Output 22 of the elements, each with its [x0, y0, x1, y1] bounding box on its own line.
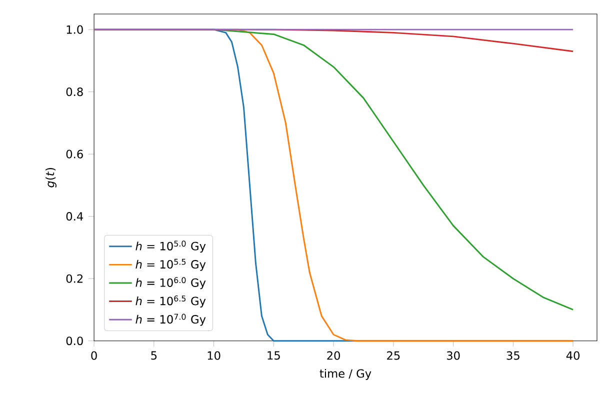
y-tick-label: 1.0 — [66, 25, 83, 34]
x-tick-label: 30 — [446, 351, 460, 360]
legend-label: h = 10$^{7.0}$ Gy — [136, 314, 206, 326]
x-tick-label: 35 — [506, 351, 520, 360]
y-tick-label: 0.0 — [66, 336, 83, 346]
x-tick-label: 25 — [387, 351, 400, 360]
legend-label: h = 10$^{5.5}$ Gy — [136, 258, 206, 271]
y-axis-title: g(t) — [45, 168, 56, 188]
legend-label: h = 10$^{6.5}$ Gy — [136, 295, 206, 308]
y-tick-label: 0.8 — [66, 87, 83, 96]
legend-label: h = 10$^{6.0}$ Gy — [136, 277, 206, 290]
x-tick-label: 15 — [268, 351, 280, 360]
x-tick-label: 5 — [151, 351, 157, 360]
legend-label: h = 10$^{5.0}$ Gy — [136, 240, 206, 252]
y-tick-label: 0.4 — [66, 212, 83, 221]
x-tick-label: 40 — [566, 351, 580, 360]
x-axis-title: time / Gy — [320, 368, 372, 380]
y-tick-label: 0.6 — [66, 150, 83, 158]
x-tick-label: 0 — [91, 351, 97, 360]
x-tick-label: 20 — [327, 351, 340, 360]
x-tick-label: 10 — [208, 351, 220, 360]
y-tick-label: 0.2 — [66, 274, 83, 283]
